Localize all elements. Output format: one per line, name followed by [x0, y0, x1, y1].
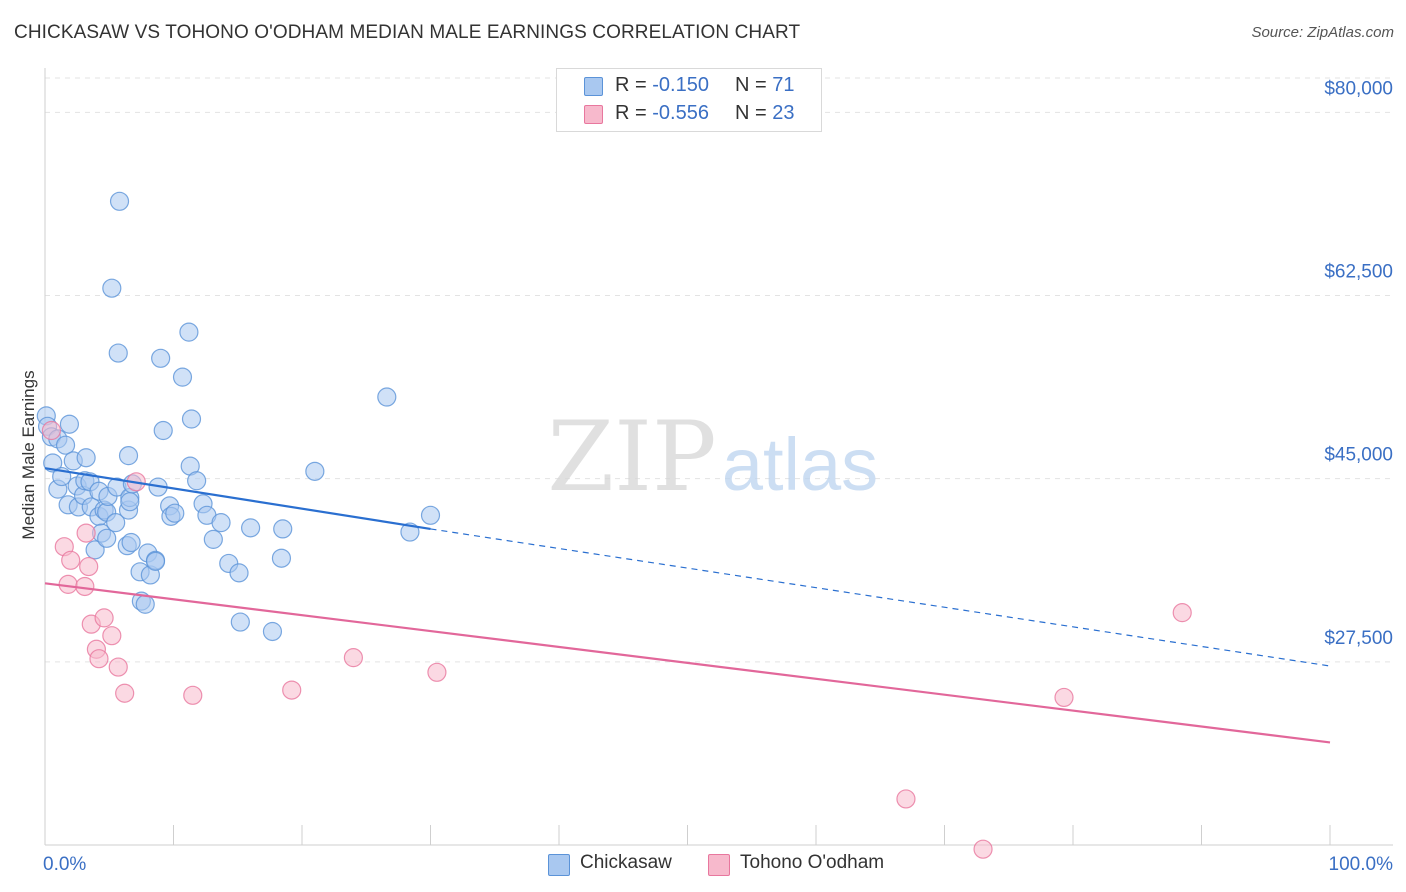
- tohono-point: [1054, 687, 1074, 708]
- chickasaw-point: [400, 522, 420, 542]
- chickasaw-point: [120, 492, 140, 512]
- chart-title: CHICKASAW VS TOHONO O'ODHAM MEDIAN MALE …: [14, 22, 801, 43]
- x-tick-label: 0.0%: [43, 854, 86, 875]
- chickasaw-point: [172, 367, 193, 387]
- tohono-point: [115, 683, 135, 703]
- tohono-point: [343, 648, 363, 668]
- chickasaw-point: [108, 343, 128, 363]
- tohono-point: [79, 556, 99, 577]
- chickasaw-trend-line: [44, 467, 431, 530]
- x-tick-label: 100.0%: [1329, 854, 1394, 875]
- chickasaw-point: [97, 528, 117, 548]
- tohono-point: [94, 608, 114, 628]
- chickasaw-point: [55, 435, 76, 455]
- chickasaw-point: [187, 471, 207, 491]
- chickasaw-point: [262, 621, 283, 642]
- chickasaw-point: [76, 448, 96, 468]
- chickasaw-point: [102, 278, 122, 298]
- y-tick-label: $27,500: [1324, 628, 1393, 649]
- legend-tohono-label: Tohono O'odham: [740, 852, 885, 873]
- chickasaw-n: N = 71: [735, 74, 795, 96]
- legend-tohono-swatch: [708, 854, 730, 876]
- tohono-point: [61, 550, 81, 570]
- tohono-trend-line: [44, 582, 1331, 744]
- y-tick-label: $62,500: [1324, 262, 1393, 283]
- tohono-points: [41, 420, 1192, 859]
- tohono-point: [108, 657, 128, 677]
- watermark-atlas: atlas: [722, 423, 878, 506]
- y-axis-label: Median Male Earnings: [19, 370, 38, 539]
- chickasaw-point: [153, 420, 173, 441]
- chickasaw-point: [273, 519, 293, 539]
- chickasaw-point: [145, 551, 166, 571]
- tohono-swatch: [584, 105, 603, 124]
- chickasaw-point: [118, 446, 139, 466]
- tohono-point: [282, 680, 302, 700]
- chickasaw-point: [121, 532, 141, 553]
- y-tick-label: $80,000: [1324, 78, 1393, 99]
- tohono-point: [1172, 603, 1192, 623]
- chickasaw-point: [305, 461, 325, 481]
- chickasaw-point: [106, 513, 126, 533]
- chickasaw-swatch: [584, 77, 603, 96]
- tohono-point: [102, 626, 122, 646]
- source-label: Source: ZipAtlas.com: [1251, 24, 1394, 41]
- stats-legend-row-chickasaw: R = -0.150 N = 71: [557, 72, 819, 100]
- chickasaw-point: [229, 563, 249, 583]
- chickasaw-point: [211, 513, 231, 533]
- tohono-point: [896, 789, 916, 809]
- tohono-n: N = 23: [735, 102, 795, 124]
- tohono-point: [183, 685, 203, 705]
- chickasaw-point: [59, 414, 80, 434]
- chickasaw-point: [43, 453, 63, 473]
- chickasaw-point: [109, 191, 130, 211]
- stats-legend-row-tohono: R = -0.556 N = 23: [557, 100, 819, 128]
- legend-item-chickasaw[interactable]: Chickasaw: [548, 852, 698, 876]
- chickasaw-point: [165, 503, 185, 523]
- tohono-point: [973, 839, 993, 859]
- legend-item-tohono[interactable]: Tohono O'odham: [708, 852, 908, 876]
- chickasaw-points: [36, 191, 441, 642]
- chickasaw-point: [271, 548, 292, 568]
- chickasaw-point: [230, 612, 250, 632]
- chickasaw-trend-dashed-extension: [430, 528, 1331, 667]
- chickasaw-point: [179, 322, 199, 342]
- chickasaw-point: [241, 518, 261, 538]
- chickasaw-r: R = -0.150: [615, 74, 709, 96]
- chickasaw-point: [377, 387, 397, 407]
- chickasaw-point: [85, 540, 105, 560]
- tohono-point: [89, 649, 109, 669]
- chickasaw-point: [181, 409, 202, 429]
- y-tick-label: $45,000: [1324, 445, 1393, 466]
- chickasaw-point: [203, 529, 223, 549]
- chickasaw-point: [420, 505, 441, 525]
- tohono-point: [41, 420, 62, 441]
- tohono-point: [76, 523, 96, 543]
- stats-legend: R = -0.150 N = 71 R = -0.556 N = 23: [556, 68, 822, 132]
- chickasaw-point: [135, 594, 155, 614]
- tohono-r: R = -0.556: [615, 102, 709, 124]
- watermark-zip: ZIP: [547, 401, 716, 513]
- chickasaw-point: [151, 348, 171, 368]
- legend-chickasaw-label: Chickasaw: [580, 852, 672, 873]
- legend-chickasaw-swatch: [548, 854, 570, 876]
- tohono-point: [427, 662, 447, 682]
